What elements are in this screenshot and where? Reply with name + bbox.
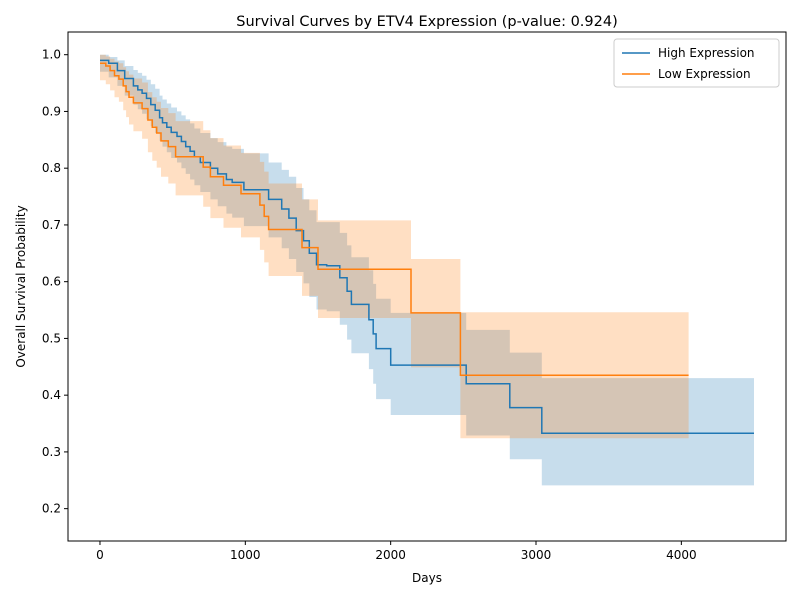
y-tick-label: 0.9	[42, 104, 61, 118]
y-tick-label: 0.7	[42, 218, 61, 232]
y-tick-label: 0.4	[42, 388, 61, 402]
x-tick-label: 3000	[521, 548, 552, 562]
legend-label: High Expression	[658, 46, 755, 60]
survival-line-low	[100, 62, 689, 377]
x-tick-label: 1000	[230, 548, 261, 562]
ci-band-high	[100, 54, 754, 486]
chart-title: Survival Curves by ETV4 Expression (p-va…	[236, 14, 617, 30]
x-axis-ticks: 0 1000 2000 3000 4000	[96, 541, 697, 562]
y-axis-ticks: 0.2 0.3 0.4 0.5 0.6 0.7 0.8 0.9 1.0	[42, 48, 68, 516]
legend: High Expression Low Expression	[613, 38, 780, 88]
y-tick-label: 0.5	[42, 331, 61, 345]
plot-frame	[67, 31, 787, 542]
y-tick-label: 0.8	[42, 161, 61, 175]
y-tick-label: 0.2	[42, 502, 61, 516]
x-axis-label: Days	[412, 571, 442, 585]
ci-band-low	[100, 54, 689, 439]
legend-label: Low Expression	[658, 67, 751, 81]
x-tick-label: 4000	[666, 548, 697, 562]
confidence-bands	[100, 54, 754, 486]
y-axis-label: Overall Survival Probability	[14, 205, 28, 367]
y-tick-label: 1.0	[42, 48, 61, 62]
x-tick-label: 2000	[375, 548, 406, 562]
legend-box	[613, 38, 780, 88]
y-tick-label: 0.3	[42, 445, 61, 459]
x-tick-label: 0	[96, 548, 104, 562]
survival-lines	[100, 59, 754, 434]
survival-line-high	[100, 59, 754, 434]
y-tick-label: 0.6	[42, 275, 61, 289]
